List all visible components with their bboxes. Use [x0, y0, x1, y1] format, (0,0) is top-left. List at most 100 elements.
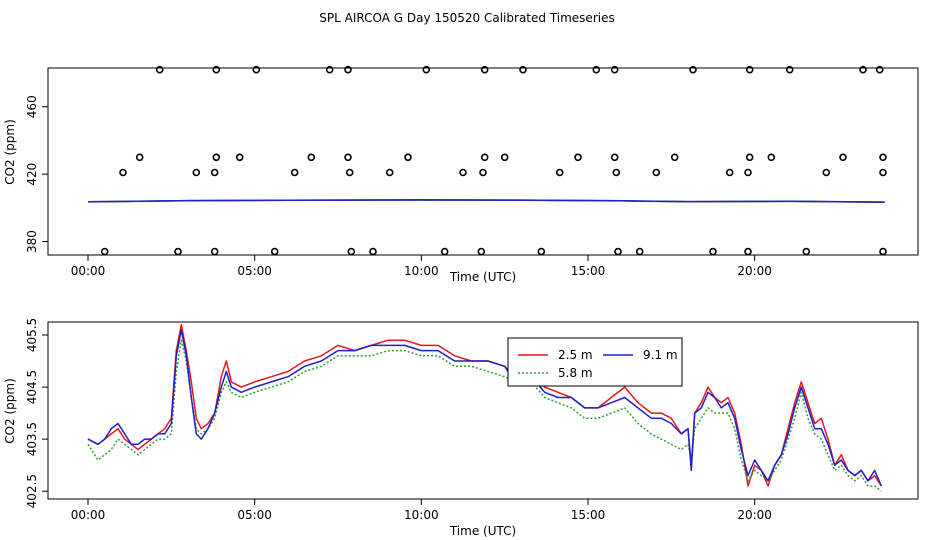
top-scatter-point [212, 65, 221, 74]
top-scatter-point [839, 153, 847, 162]
top-scatter-point [879, 168, 887, 177]
top-scatter-point [344, 153, 352, 162]
bottom-series-9-1-m [87, 329, 882, 487]
top-x-tick-label: 20:00 [737, 264, 772, 278]
bottom-plot-frame [47, 321, 919, 500]
top-scatter-point [802, 247, 811, 256]
top-scatter-point [270, 247, 279, 256]
top-scatter-point [345, 168, 354, 177]
top-scatter-point [479, 168, 487, 177]
top-x-axis: 00:00 05:00 10:00 15:00 20:00 [71, 255, 772, 278]
top-scatter-point [500, 153, 509, 162]
bottom-series-5-8-m [87, 339, 882, 492]
bottom-x-tick-label: 00:00 [71, 508, 106, 522]
top-scatter-point [480, 153, 489, 162]
top-scatter-point [610, 153, 619, 162]
top-y-tick-label: 380 [25, 230, 39, 253]
legend: 2.5 m 5.8 m 9.1 m [507, 337, 683, 387]
top-scatter-point [135, 153, 144, 162]
top-scatter-point [574, 153, 582, 162]
top-scatter-point [822, 168, 831, 177]
bottom-x-tick-label: 05:00 [237, 508, 272, 522]
legend-box [507, 337, 683, 387]
top-scatter-point [689, 65, 697, 74]
top-scatter-point [459, 168, 467, 177]
top-scatter-point [592, 65, 601, 74]
top-scatter-point [537, 247, 546, 256]
bottom-y-tick-label: 402.5 [25, 474, 39, 508]
top-scatter-point [745, 153, 754, 162]
legend-label-9-1m: 9.1 m [643, 348, 678, 362]
top-scatter-point [614, 247, 622, 256]
top-scatter-point [709, 247, 717, 256]
top-scatter-point [174, 247, 182, 256]
top-scatter-point [344, 65, 352, 74]
top-scatter-points [100, 65, 887, 256]
top-scatter-point [212, 153, 221, 162]
top-scatter-point [369, 247, 377, 256]
bottom-series-lines [87, 323, 882, 492]
top-scatter-point [155, 65, 164, 74]
top-scatter-point [210, 168, 219, 177]
top-x-tick-label: 05:00 [237, 264, 272, 278]
top-scatter-point [210, 247, 219, 256]
bottom-x-tick-label: 20:00 [737, 508, 772, 522]
top-scatter-point [477, 247, 486, 256]
top-scatter-point [767, 153, 776, 162]
top-scatter-point [480, 65, 489, 74]
top-scatter-point [100, 247, 109, 256]
top-scatter-point [635, 247, 644, 256]
top-scatter-point [725, 168, 734, 177]
top-y-tick-label: 420 [25, 163, 39, 186]
legend-label-5-8m: 5.8 m [558, 366, 593, 380]
top-scatter-point [859, 65, 867, 74]
top-panel-scatter: 00:00 05:00 10:00 15:00 20:00 380 420 460 Time… [3, 65, 919, 284]
top-scatter-point [307, 153, 316, 162]
top-scatter-point [875, 65, 884, 74]
top-x-tick-label: 15:00 [571, 264, 606, 278]
top-scatter-point [290, 168, 299, 177]
top-scatter-point [519, 65, 527, 74]
top-scatter-point [610, 65, 619, 74]
top-scatter-point [785, 65, 794, 74]
top-scatter-point [555, 168, 564, 177]
top-scatter-point [422, 65, 431, 74]
top-series-9-1-m [87, 199, 885, 203]
top-scatter-point [404, 153, 412, 162]
top-scatter-point [385, 168, 394, 177]
top-scatter-point [347, 247, 356, 256]
top-scatter-point [670, 153, 679, 162]
top-scatter-point [652, 168, 661, 177]
bottom-x-tick-label: 15:00 [571, 508, 606, 522]
bottom-y-axis: 402.5 403.5 404.5 405.5 [25, 318, 48, 508]
top-scatter-point [879, 153, 887, 162]
top-scatter-point [192, 168, 201, 177]
top-scatter-point [440, 247, 449, 256]
top-scatter-point [252, 65, 261, 74]
top-y-axis: 380 420 460 [25, 95, 48, 253]
top-series-lines [87, 199, 885, 204]
bottom-y-tick-label: 403.5 [25, 422, 39, 456]
top-scatter-point [235, 153, 244, 162]
top-scatter-point [744, 247, 752, 256]
bottom-x-axis-label: Time (UTC) [449, 524, 516, 538]
chart-title: SPL AIRCOA G Day 150520 Calibrated Times… [319, 11, 614, 25]
bottom-x-tick-label: 10:00 [404, 508, 439, 522]
bottom-y-axis-label: CO2 (ppm) [3, 378, 17, 444]
top-scatter-point [879, 247, 887, 256]
top-x-axis-label: Time (UTC) [449, 270, 516, 284]
bottom-y-tick-label: 404.5 [25, 370, 39, 404]
top-x-tick-label: 00:00 [71, 264, 106, 278]
top-plot-frame [47, 67, 919, 256]
top-scatter-point [744, 168, 752, 177]
top-x-tick-label: 10:00 [404, 264, 439, 278]
legend-label-2-5m: 2.5 m [558, 348, 593, 362]
bottom-series-2-5-m [87, 323, 882, 487]
top-scatter-point [612, 168, 621, 177]
bottom-y-tick-label: 405.5 [25, 318, 39, 352]
bottom-panel-line: 00:00 05:00 10:00 15:00 20:00 402.5 403.5 404.… [3, 318, 919, 538]
top-scatter-point [325, 65, 334, 74]
bottom-x-axis: 00:00 05:00 10:00 15:00 20:00 [71, 499, 772, 522]
top-scatter-point [745, 65, 754, 74]
